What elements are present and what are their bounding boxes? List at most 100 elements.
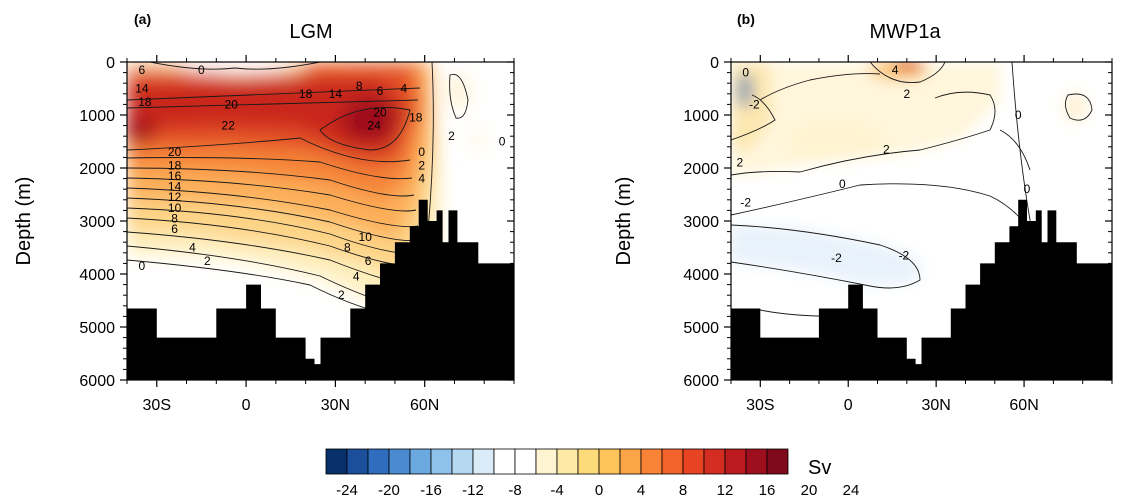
colorbar-swatch bbox=[325, 448, 348, 475]
colorbar-tick-label: -4 bbox=[550, 482, 563, 499]
colorbar-swatch bbox=[472, 448, 495, 475]
mwp1a-y-tick-label: 6000 bbox=[683, 373, 719, 390]
colorbar-tick-label: -20 bbox=[378, 482, 400, 499]
colorbar-tick-label: 8 bbox=[679, 482, 687, 499]
lgm-y-tick-label: 0 bbox=[106, 55, 115, 72]
lgm-contour-label: 2 bbox=[448, 129, 455, 143]
lgm-contour-label: 10 bbox=[168, 201, 182, 215]
mwp1a-y-tick-label: 2000 bbox=[683, 161, 719, 178]
lgm-y-tick-label: 2000 bbox=[79, 161, 115, 178]
lgm-contour-label: 22 bbox=[222, 119, 236, 133]
colorbar-tick-label: 16 bbox=[759, 482, 776, 499]
mwp1a-x-tick-label: 30N bbox=[921, 397, 950, 414]
mwp1a-contour-label: -2 bbox=[749, 97, 760, 111]
mwp1a-contour-label: -2 bbox=[740, 195, 751, 209]
mwp1a-contour-label: -2 bbox=[899, 248, 910, 262]
mwp1a-contour-label: -2 bbox=[831, 251, 842, 265]
colorbar-swatch bbox=[556, 448, 579, 475]
lgm-y-tick-label: 6000 bbox=[79, 373, 115, 390]
colorbar-swatch bbox=[451, 448, 474, 475]
colorbar-swatch bbox=[346, 448, 369, 475]
lgm-x-axis: 30S 0 30N 60N bbox=[126, 55, 515, 414]
lgm-color-field bbox=[127, 62, 484, 310]
colorbar-swatch bbox=[661, 448, 684, 475]
colorbar-swatch bbox=[367, 448, 390, 475]
mwp1a-contour-label: 0 bbox=[1024, 182, 1031, 196]
lgm-y-tick-label: 3000 bbox=[79, 214, 115, 231]
lgm-contour-label: 6 bbox=[377, 84, 384, 98]
mwp1a-bathymetry bbox=[731, 199, 1112, 380]
mwp1a-x-tick-label: 0 bbox=[844, 397, 853, 414]
colorbar-swatch bbox=[535, 448, 558, 475]
lgm-contour-label: 10 bbox=[359, 230, 373, 244]
mwp1a-contour-label: 2 bbox=[903, 87, 910, 101]
colorbar-swatch bbox=[724, 448, 747, 475]
lgm-contour-label: 8 bbox=[344, 241, 351, 255]
lgm-contour-label: 0 bbox=[198, 63, 205, 77]
colorbar-swatch bbox=[682, 448, 705, 475]
colorbar-tick-label: 12 bbox=[717, 482, 734, 499]
lgm-contour-label: 4 bbox=[353, 270, 360, 284]
lgm-contour-label: 6 bbox=[365, 254, 372, 268]
colorbar-swatch bbox=[577, 448, 600, 475]
mwp1a-title: MWP1a bbox=[869, 21, 941, 43]
mwp1a-x-axis: 30S 0 30N 60N bbox=[730, 55, 1113, 414]
lgm-contour-label: 14 bbox=[329, 87, 343, 101]
mwp1a-y-tick-label: 4000 bbox=[683, 267, 719, 284]
colorbar-unit: Sv bbox=[808, 457, 831, 479]
mwp1a-contour-label: 0 bbox=[839, 177, 846, 191]
colorbar-tick-label: 0 bbox=[595, 482, 603, 499]
mwp1a-contour-label: 2 bbox=[883, 142, 890, 156]
lgm-contour-label: 18 bbox=[168, 158, 182, 172]
lgm-contour-label: 18 bbox=[409, 111, 423, 125]
colorbar-tick-label: -12 bbox=[462, 482, 484, 499]
mwp1a-contour-label: 0 bbox=[1015, 108, 1022, 122]
colorbar-tick-label: -8 bbox=[508, 482, 521, 499]
colorbar-swatch bbox=[598, 448, 621, 475]
lgm-contour-label: 18 bbox=[138, 95, 152, 109]
lgm-contour-label: 0 bbox=[418, 145, 425, 159]
lgm-contour-label: 24 bbox=[367, 119, 381, 133]
lgm-contour-label: 2 bbox=[338, 288, 345, 302]
lgm-contour-label: 8 bbox=[356, 79, 363, 93]
mwp1a-y-tick-label: 5000 bbox=[683, 320, 719, 337]
lgm-contour-label: 12 bbox=[168, 190, 182, 204]
mwp1a-x-tick-label: 30S bbox=[746, 397, 774, 414]
colorbar-swatch bbox=[493, 448, 516, 475]
lgm-contour-label: 16 bbox=[168, 169, 182, 183]
lgm-contour-label: 4 bbox=[189, 241, 196, 255]
mwp1a-y-tick-label: 1000 bbox=[683, 108, 719, 125]
lgm-x-tick-label: 60N bbox=[410, 397, 439, 414]
colorbar-tick-label: 4 bbox=[637, 482, 645, 499]
colorbar-swatch bbox=[703, 448, 726, 475]
lgm-contour-label: 6 bbox=[139, 63, 146, 77]
lgm-contour-label: 0 bbox=[499, 135, 506, 149]
colorbar-tick-labels: -24 -20 -16 -12 -8 -4 0 4 8 12 16 20 24 bbox=[336, 482, 859, 499]
lgm-bathymetry bbox=[127, 199, 514, 380]
lgm-contour-label: 8 bbox=[171, 211, 178, 225]
lgm-y-tick-label: 5000 bbox=[79, 320, 115, 337]
panel-mwp1a: 4 0 2 -2 0 2 2 0 0 -2 -2 -2 0 1000 2000 3000 4000 5000 60… bbox=[613, 11, 1113, 414]
colorbar-tick-label: 24 bbox=[843, 482, 860, 499]
lgm-contour-label: 4 bbox=[418, 172, 425, 186]
lgm-x-tick-label: 30S bbox=[143, 397, 171, 414]
lgm-contour-label: 18 bbox=[299, 87, 313, 101]
lgm-contour-label: 20 bbox=[168, 145, 182, 159]
colorbar-tick-label: -16 bbox=[420, 482, 442, 499]
mwp1a-contour-label: 4 bbox=[892, 63, 899, 77]
colorbar-swatch bbox=[619, 448, 642, 475]
lgm-title: LGM bbox=[289, 21, 332, 43]
lgm-contour-label: 20 bbox=[373, 105, 387, 119]
colorbar-tick-label: -24 bbox=[336, 482, 358, 499]
mwp1a-y-axis-label: Depth (m) bbox=[613, 177, 635, 266]
lgm-contour-label: 14 bbox=[168, 180, 182, 194]
mwp1a-x-tick-label: 60N bbox=[1009, 397, 1038, 414]
colorbar-swatch bbox=[745, 448, 768, 475]
lgm-y-tick-label: 4000 bbox=[79, 267, 115, 284]
lgm-contour-label: 0 bbox=[139, 259, 146, 273]
colorbar-swatch bbox=[430, 448, 453, 475]
